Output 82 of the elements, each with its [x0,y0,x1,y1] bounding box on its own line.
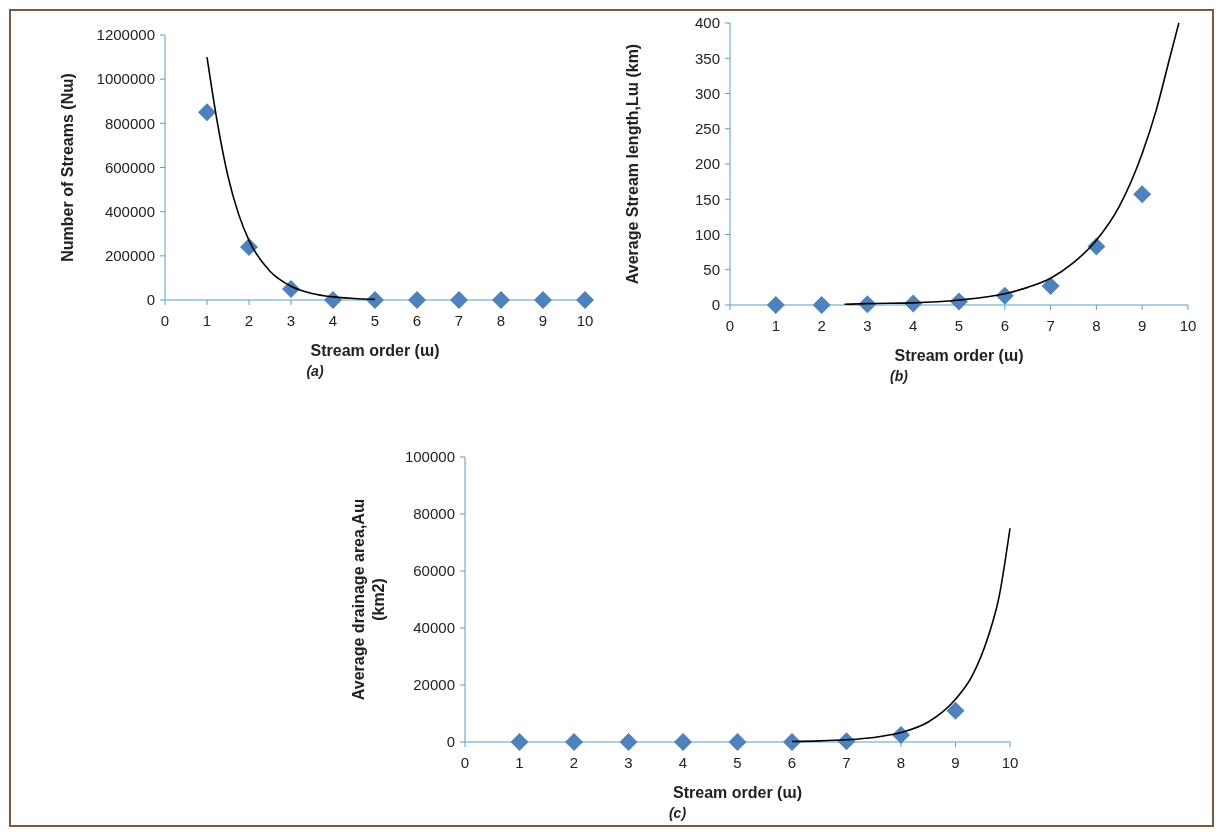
x-tick-label: 4 [909,317,918,334]
y-tick-label: 350 [694,49,720,67]
point [674,733,692,751]
x-tick-label: 7 [454,312,464,329]
x-tick-label: 4 [678,754,688,771]
point [198,103,216,122]
x-tick-label: 5 [733,754,742,771]
y-tick-label: 1000000 [96,70,155,88]
x-tick-label: 4 [328,312,338,329]
point [783,733,801,751]
x-tick-label: 10 [1179,317,1197,334]
point [534,291,552,309]
y-tick-label: 50 [703,261,720,278]
x-tick-label: 10 [1001,754,1019,771]
point [1133,185,1152,204]
x-tick-label: 9 [1138,317,1147,334]
point [812,296,831,314]
point [366,291,384,309]
y-tick-label: 600000 [104,158,155,176]
point [492,291,510,309]
x-tick-label: 2 [569,754,579,771]
x-tick-label: 0 [160,312,170,329]
y-tick-label: 60000 [413,562,455,580]
y-tick-label: 200 [694,155,720,173]
x-tick-label: 3 [624,754,633,771]
x-tick-label: 9 [538,312,548,329]
text: (c) [668,805,687,821]
x-tick-label: 9 [951,754,960,771]
x-tick-label: 2 [817,317,826,334]
y-axis-title: Number of Streams (Nɯ) [59,73,76,262]
y-tick-label: 200000 [104,247,155,265]
point [408,291,426,309]
x-tick-label: 8 [496,312,506,329]
y-tick-label: 0 [146,291,155,309]
point [1041,276,1060,295]
text: (a) [306,363,324,379]
y-tick-label: 400 [694,14,720,32]
x-tick-label: 10 [576,312,594,329]
y-tick-label: 250 [694,120,720,137]
x-tick-label: 0 [725,317,735,334]
y-axis-title: Average drainage area,Aɯ (km2) [350,498,387,701]
y-tick-label: 300 [694,84,720,102]
y-tick-label: 1200000 [96,26,155,44]
x-tick-label: 6 [412,312,422,329]
point [576,291,594,309]
y-tick-label: 150 [694,190,720,208]
y-tick-label: 100 [694,225,720,243]
x-tick-label: 3 [286,312,296,329]
y-tick-label: 0 [446,733,455,751]
x-tick-label: 1 [771,317,780,334]
x-tick-label: 7 [842,754,851,771]
point [728,733,747,751]
y-tick-label: 800000 [104,114,155,132]
x-tick-label: 3 [863,317,872,334]
x-tick-label: 1 [515,754,524,771]
point [766,296,785,314]
y-tick-label: 100000 [404,448,455,466]
x-tick-label: 2 [244,312,254,329]
y-axis-title: Average Stream length,Lɯ (km) [624,43,641,285]
x-tick-label: 8 [1092,317,1101,334]
point [565,733,583,751]
x-tick-label: 6 [787,754,797,771]
x-axis-title: Stream order (ɯ) [894,347,1024,364]
x-tick-label: 5 [370,312,380,329]
text: (b) [890,368,909,384]
x-tick-label: 1 [202,312,212,329]
point [619,733,638,751]
y-tick-label: 20000 [413,676,455,694]
y-tick-label: 400000 [104,202,155,220]
x-tick-label: 8 [896,754,906,771]
x-tick-label: 6 [1000,317,1009,334]
point [510,733,529,751]
y-tick-label: 0 [711,296,720,314]
y-tick-label: 40000 [413,619,455,637]
x-axis-title: Stream order (ɯ) [310,342,440,359]
point [946,701,965,720]
x-tick-label: 7 [1046,317,1055,334]
x-axis-title: Stream order (ɯ) [673,784,802,801]
point [450,291,468,309]
x-tick-label: 0 [460,754,470,771]
x-tick-label: 5 [954,317,964,334]
y-tick-label: 80000 [413,505,455,523]
